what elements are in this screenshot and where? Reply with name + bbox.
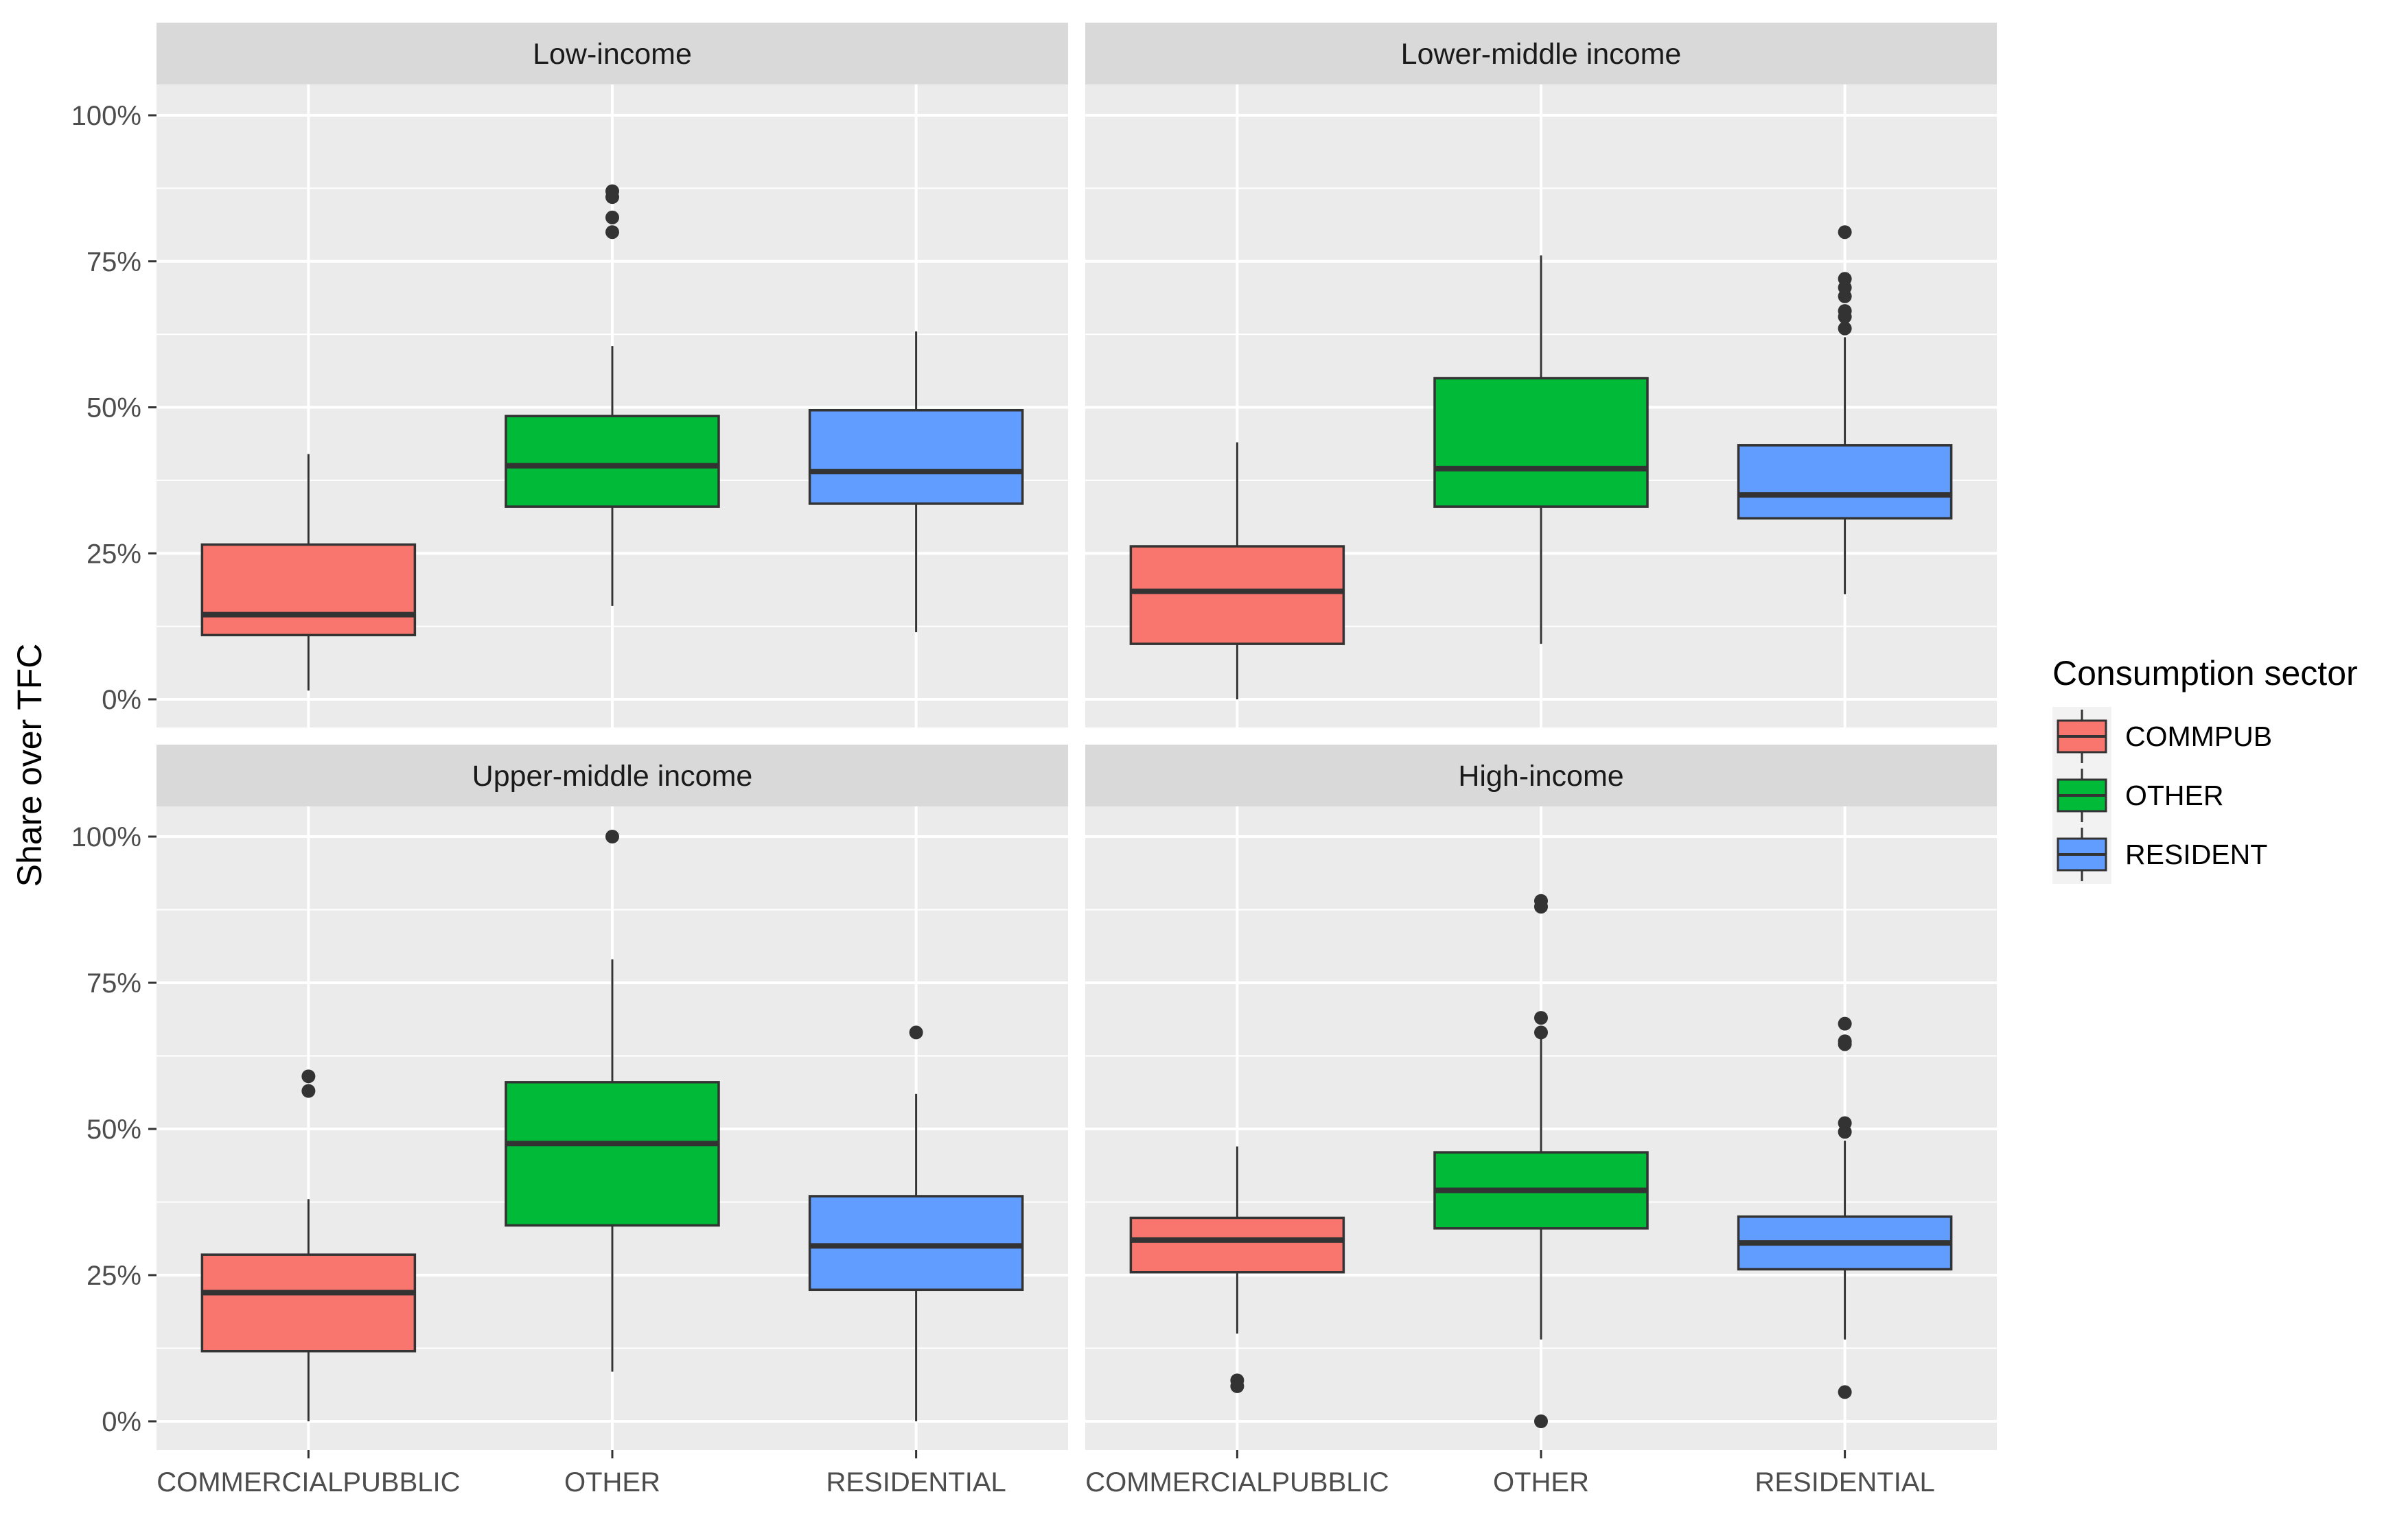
box-iqr: [505, 1081, 720, 1227]
outlier-point: [605, 830, 619, 843]
outlier-point: [1838, 321, 1852, 336]
x-tick-label: COMMERCIALPUBBLIC: [157, 1467, 460, 1497]
box-iqr: [1129, 545, 1345, 645]
facet-strip-label: Lower-middle income: [1401, 38, 1682, 71]
x-tick-label: COMMERCIALPUBBLIC: [1085, 1467, 1389, 1497]
box-residential: [1737, 1016, 1953, 1399]
box-iqr: [200, 1253, 417, 1353]
outlier-point: [1838, 1385, 1852, 1399]
outlier-point: [1838, 1034, 1852, 1049]
facet-strip: [1085, 745, 1997, 806]
outlier-point: [1838, 272, 1852, 286]
facet-panel: High-income COMMERCIALPUBBLIC OTHER RESIDEN…: [1085, 745, 1997, 1497]
box-iqr: [1129, 1216, 1345, 1274]
legend-key: [2052, 766, 2111, 825]
outlier-point: [1230, 1373, 1244, 1388]
outlier-point: [909, 1025, 923, 1040]
y-tick-label: 25%: [86, 539, 141, 569]
box-other: [505, 830, 720, 1372]
facet-strip: [157, 745, 1068, 806]
outlier-point: [301, 1084, 316, 1098]
box-iqr: [808, 1195, 1024, 1292]
outlier-point: [1838, 1116, 1852, 1130]
facet-panels: Low-income 0% 25% 50% 75% 100% Lower-middle in…: [71, 23, 1997, 1497]
y-tick-label: 0%: [102, 1407, 141, 1437]
y-axis-title: Share over TFC: [10, 644, 49, 887]
y-tick-label: 100%: [71, 101, 141, 131]
legend: Consumption sector COMMPUB OTHER RESIDENT: [2052, 654, 2358, 884]
box-commercialpubblic: [1129, 1146, 1345, 1393]
outlier-point: [1534, 894, 1548, 908]
x-tick-label: RESIDENTIAL: [826, 1467, 1006, 1497]
legend-label: COMMPUB: [2125, 721, 2272, 752]
outlier-point: [1838, 304, 1852, 318]
x-tick-label: OTHER: [564, 1467, 660, 1497]
outlier-point: [605, 210, 619, 224]
box-iqr: [1433, 377, 1649, 508]
facet-strip: [1085, 23, 1997, 84]
box-iqr: [200, 543, 417, 637]
box-other: [505, 184, 720, 606]
outlier-point: [1838, 1016, 1852, 1031]
facet-strip-label: High-income: [1458, 760, 1623, 793]
box-residential: [808, 331, 1024, 633]
outlier-point: [1534, 1011, 1548, 1025]
box-iqr: [808, 409, 1024, 505]
y-tick-label: 50%: [86, 1115, 141, 1145]
outlier-point: [1534, 1414, 1548, 1428]
y-tick-label: 75%: [86, 968, 141, 999]
facet-strip-label: Low-income: [533, 38, 692, 71]
box-residential: [1737, 225, 1953, 594]
box-other: [1433, 255, 1649, 644]
box-other: [1433, 894, 1649, 1428]
y-tick-label: 75%: [86, 247, 141, 277]
x-tick-label: OTHER: [1493, 1467, 1589, 1497]
box-commercialpubblic: [200, 454, 417, 691]
legend-label: OTHER: [2125, 780, 2224, 811]
y-tick-label: 50%: [86, 393, 141, 423]
legend-key: [2052, 825, 2111, 884]
legend-key: [2052, 707, 2111, 766]
outlier-point: [1534, 1025, 1548, 1040]
y-tick-label: 100%: [71, 822, 141, 852]
facet-panel: Low-income 0% 25% 50% 75% 100%: [71, 23, 1068, 727]
box-commercialpubblic: [200, 1069, 417, 1421]
y-tick-label: 25%: [86, 1261, 141, 1291]
legend-title: Consumption sector: [2052, 654, 2358, 692]
outlier-point: [605, 184, 619, 198]
legend-label: RESIDENT: [2125, 839, 2267, 870]
box-commercialpubblic: [1129, 442, 1345, 699]
y-tick-label: 0%: [102, 685, 141, 715]
outlier-point: [301, 1069, 316, 1084]
box-iqr: [505, 415, 720, 508]
outlier-point: [605, 225, 619, 240]
facet-strip-label: Upper-middle income: [472, 760, 753, 793]
outlier-point: [1838, 225, 1852, 240]
facet-strip: [157, 23, 1068, 84]
x-tick-label: RESIDENTIAL: [1755, 1467, 1934, 1497]
box-iqr: [1737, 444, 1953, 520]
box-residential: [808, 1025, 1024, 1421]
facet-panel: Lower-middle income: [1085, 23, 1997, 727]
facet-panel: Upper-middle income 0% 25% 50% 75% 100% COMMER…: [71, 745, 1068, 1497]
